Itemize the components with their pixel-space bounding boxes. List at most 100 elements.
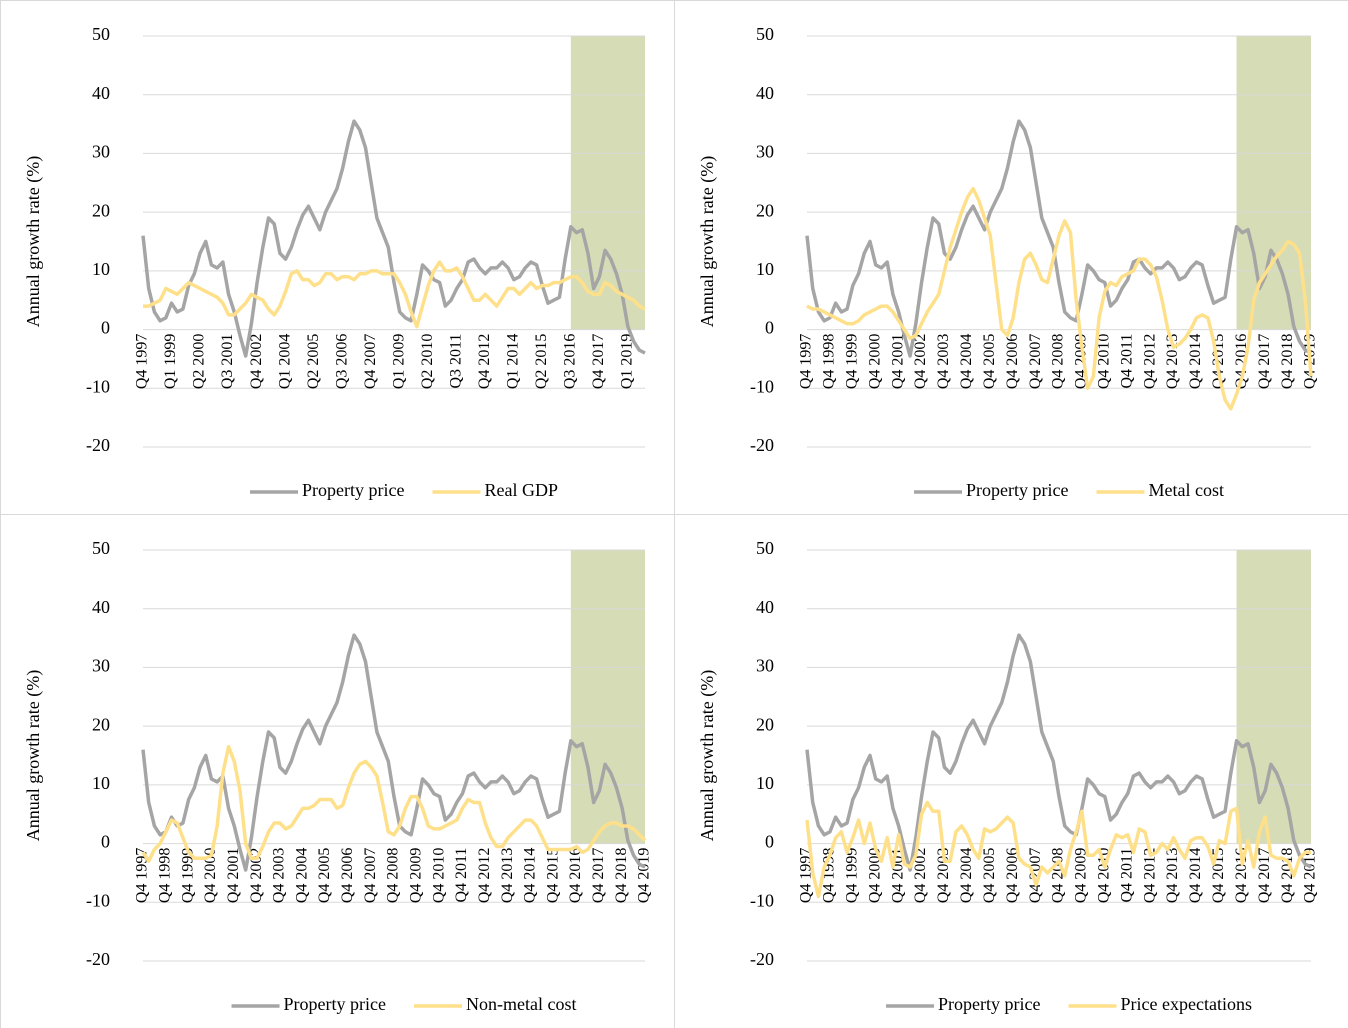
y-tick-label: -20 xyxy=(750,949,774,969)
data-line xyxy=(805,800,1311,899)
x-tick-label: Q4 2006 xyxy=(339,848,356,904)
x-tick-label: Q4 2012 xyxy=(476,848,493,904)
data-line xyxy=(143,260,646,329)
panel: -20 -10 0 10 20 30 40 50 Annual growth rate (%) Q… xyxy=(0,514,675,1028)
legend: Property price Non-metal cost xyxy=(231,994,576,1014)
x-tick-label: Q4 2001 xyxy=(225,848,242,904)
data-line xyxy=(805,119,1312,358)
y-tick-label: 20 xyxy=(92,200,110,220)
x-tick-label: Q4 1998 xyxy=(821,334,838,390)
x-tick-label: Q3 2001 xyxy=(219,334,236,390)
x-tick-label: Q1 2004 xyxy=(276,334,293,390)
y-tick-label: 0 xyxy=(765,832,774,852)
x-tick-label: Q4 2000 xyxy=(866,848,883,904)
x-tick-label: Q4 2003 xyxy=(935,334,952,390)
x-tick-label: Q2 2000 xyxy=(191,334,208,390)
y-tick-label: 10 xyxy=(92,773,110,793)
x-tick-label: Q4 2017 xyxy=(1256,334,1273,390)
x-tick-label: Q2 2005 xyxy=(305,334,322,390)
x-tick-label: Q4 2005 xyxy=(981,848,998,904)
x-tick-label: Q4 2014 xyxy=(1187,848,1204,904)
x-tick-label: Q3 2016 xyxy=(562,334,579,390)
x-tick-label: Q4 2000 xyxy=(202,848,219,904)
x-tick-label: Q1 1999 xyxy=(162,334,179,390)
panel: -20 -10 0 10 20 30 40 50 Annual growth rate (%) Q… xyxy=(0,0,675,515)
x-tick-label: Q4 1997 xyxy=(798,334,815,390)
y-tick-label: 30 xyxy=(92,142,110,162)
y-tick-label: -10 xyxy=(750,376,774,396)
y-tick-label: 30 xyxy=(756,656,774,676)
x-tick-label: Q4 2016 xyxy=(567,848,584,904)
x-tick-label: Q4 2013 xyxy=(499,848,516,904)
y-axis-title: Annual growth rate (%) xyxy=(23,670,44,841)
x-tick-label: Q4 1997 xyxy=(134,848,151,904)
x-tick-label: Q4 2009 xyxy=(407,848,424,904)
x-tick-label: Q1 2019 xyxy=(619,334,636,390)
x-tick-label: Q4 2006 xyxy=(1004,334,1021,390)
data-line xyxy=(805,633,1312,872)
y-tick-label: 40 xyxy=(92,597,110,617)
y-tick-label: -20 xyxy=(86,949,110,969)
y-tick-label: 0 xyxy=(101,832,110,852)
panel-border xyxy=(674,514,1348,1028)
legend-label: Property price xyxy=(966,480,1068,500)
x-tick-label: Q4 2017 xyxy=(590,334,607,390)
y-tick-label: 50 xyxy=(92,538,110,558)
x-tick-label: Q4 2004 xyxy=(958,848,975,904)
y-tick-label: -10 xyxy=(86,376,110,396)
y-tick-label: 50 xyxy=(92,24,110,44)
x-tick-label: Q4 2018 xyxy=(1279,848,1296,904)
y-tick-label: 40 xyxy=(756,597,774,617)
data-line xyxy=(806,186,1313,411)
x-tick-label: Q4 2002 xyxy=(248,848,265,904)
x-tick-label: Q4 2000 xyxy=(866,334,883,390)
y-tick-label: 20 xyxy=(92,714,110,734)
y-tick-label: 10 xyxy=(92,259,110,279)
x-tick-label: Q4 2018 xyxy=(613,848,630,904)
x-tick-label: Q4 2014 xyxy=(522,848,539,904)
y-tick-label: -20 xyxy=(86,435,110,455)
y-tick-label: 20 xyxy=(756,200,774,220)
y-tick-label: 30 xyxy=(756,142,774,162)
x-tick-label: Q4 1998 xyxy=(821,848,838,904)
x-tick-label: Q4 2011 xyxy=(453,848,470,903)
x-tick-label: Q4 2017 xyxy=(1256,848,1273,904)
y-tick-label: -10 xyxy=(86,890,110,910)
x-tick-label: Q4 2004 xyxy=(293,848,310,904)
x-tick-label: Q4 2015 xyxy=(544,848,561,904)
x-tick-label: Q4 2003 xyxy=(271,848,288,904)
x-tick-label: Q4 2007 xyxy=(1027,848,1044,904)
x-tick-label: Q4 1997 xyxy=(134,334,151,390)
data-line xyxy=(141,633,646,872)
x-tick-label: Q1 2014 xyxy=(504,334,521,390)
x-tick-label: Q4 1999 xyxy=(179,848,196,904)
x-tick-label: Q4 2012 xyxy=(476,334,493,390)
legend-label: Metal cost xyxy=(1148,480,1223,500)
y-tick-label: 30 xyxy=(92,656,110,676)
highlight-region xyxy=(570,36,645,330)
y-axis-title: Annual growth rate (%) xyxy=(697,670,718,841)
legend-label: Property price xyxy=(938,994,1040,1014)
y-axis-title: Annual growth rate (%) xyxy=(23,156,44,327)
x-tick-label: Q4 2007 xyxy=(362,334,379,390)
x-tick-label: Q4 2011 xyxy=(1118,334,1135,389)
legend: Property price Real GDP xyxy=(250,480,558,500)
x-tick-label: Q4 2008 xyxy=(385,848,402,904)
x-tick-label: Q3 2006 xyxy=(333,334,350,390)
x-tick-label: Q4 2008 xyxy=(1050,848,1067,904)
legend-label: Non-metal cost xyxy=(466,994,576,1014)
x-tick-label: Q1 2009 xyxy=(390,334,407,390)
y-tick-label: 20 xyxy=(756,714,774,734)
x-tick-label: Q4 2002 xyxy=(912,848,929,904)
x-tick-label: Q4 2009 xyxy=(1073,848,1090,904)
x-tick-label: Q4 2007 xyxy=(362,848,379,904)
x-tick-label: Q4 2013 xyxy=(1164,334,1181,390)
y-tick-label: 50 xyxy=(756,24,774,44)
legend: Property price Metal cost xyxy=(914,480,1224,500)
y-tick-label: 40 xyxy=(756,83,774,103)
x-tick-label: Q4 2002 xyxy=(912,334,929,390)
data-line xyxy=(141,744,647,863)
y-axis-title: Annual growth rate (%) xyxy=(697,156,718,327)
x-tick-label: Q4 2017 xyxy=(590,848,607,904)
